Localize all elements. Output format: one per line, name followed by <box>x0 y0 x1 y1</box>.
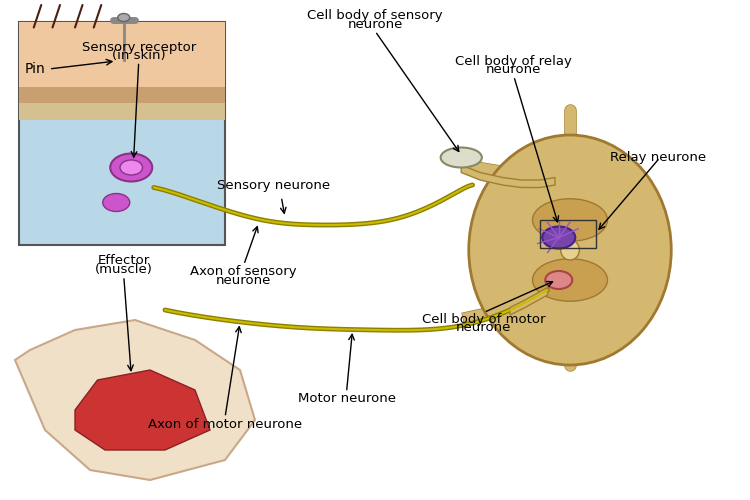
Text: neurone: neurone <box>347 18 403 31</box>
Text: Cell body of relay: Cell body of relay <box>455 54 572 68</box>
Ellipse shape <box>441 148 482 168</box>
Circle shape <box>542 226 575 248</box>
Text: neurone: neurone <box>216 274 272 286</box>
Ellipse shape <box>560 240 579 260</box>
Text: Axon of motor neurone: Axon of motor neurone <box>148 418 302 430</box>
Text: neurone: neurone <box>456 321 512 334</box>
Circle shape <box>103 194 130 212</box>
Ellipse shape <box>469 135 671 365</box>
Text: neurone: neurone <box>486 63 542 76</box>
Text: Pin: Pin <box>25 62 46 76</box>
Text: Motor neurone: Motor neurone <box>298 392 395 406</box>
Text: Cell body of motor: Cell body of motor <box>422 312 545 326</box>
Circle shape <box>545 271 572 289</box>
Text: (muscle): (muscle) <box>94 263 153 276</box>
FancyBboxPatch shape <box>19 22 225 245</box>
Circle shape <box>110 154 152 182</box>
Text: Axon of sensory: Axon of sensory <box>190 265 297 278</box>
Text: (in skin): (in skin) <box>112 48 166 62</box>
Text: Sensory neurone: Sensory neurone <box>217 180 330 192</box>
FancyBboxPatch shape <box>19 22 225 88</box>
FancyBboxPatch shape <box>19 88 225 102</box>
Ellipse shape <box>532 198 608 242</box>
FancyBboxPatch shape <box>19 102 225 120</box>
Text: Cell body of sensory: Cell body of sensory <box>308 10 442 22</box>
Polygon shape <box>461 165 555 188</box>
Circle shape <box>118 14 130 22</box>
Circle shape <box>120 160 142 175</box>
Polygon shape <box>510 288 548 315</box>
Text: Relay neurone: Relay neurone <box>610 151 706 164</box>
Text: Effector: Effector <box>98 254 150 268</box>
Polygon shape <box>15 320 255 480</box>
Polygon shape <box>75 370 210 450</box>
Text: Sensory receptor: Sensory receptor <box>82 40 196 54</box>
Ellipse shape <box>532 259 608 301</box>
